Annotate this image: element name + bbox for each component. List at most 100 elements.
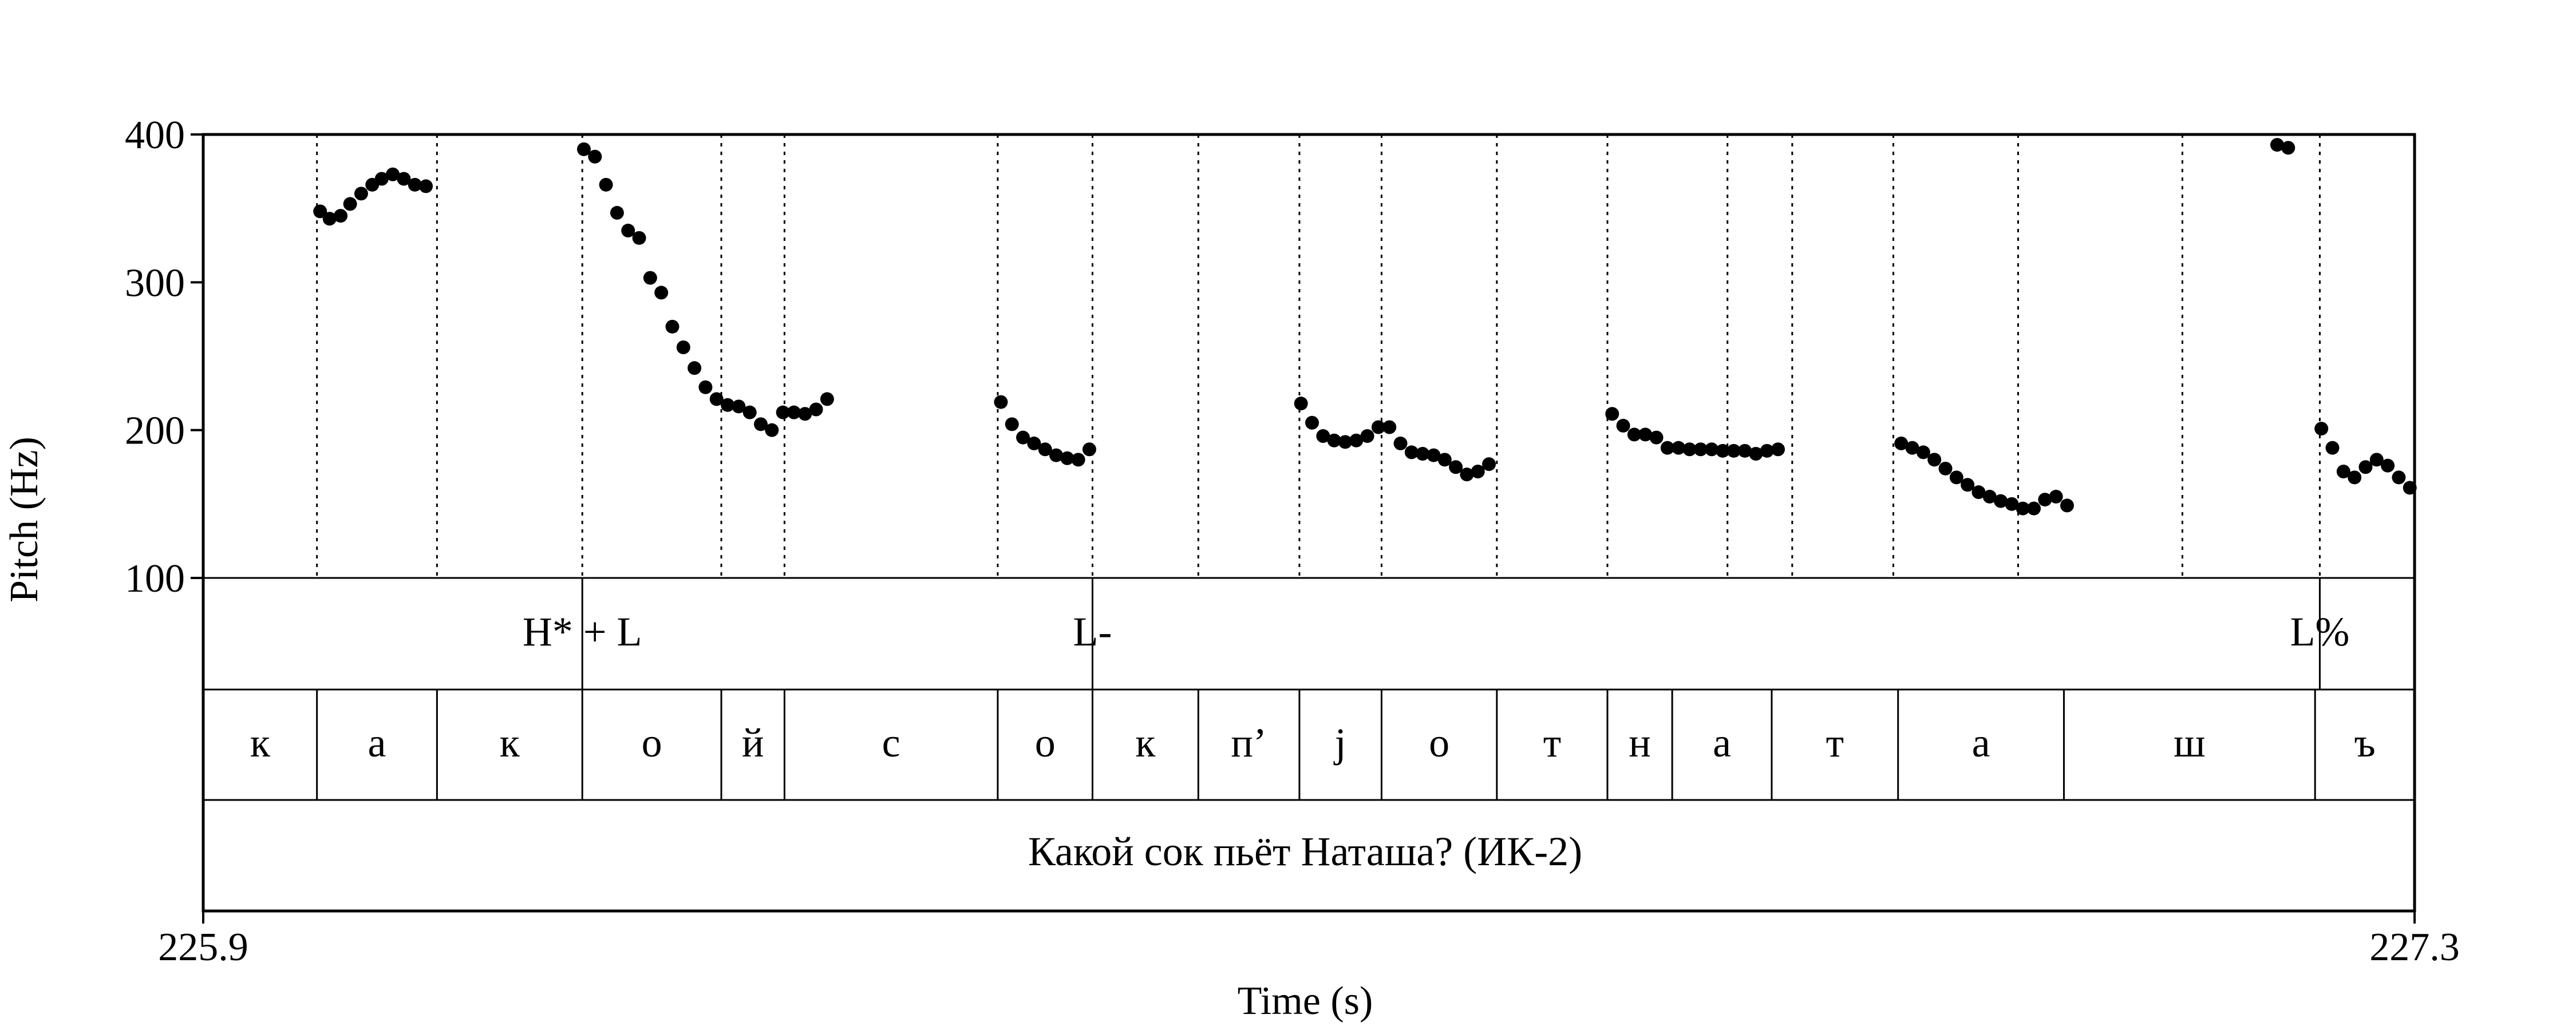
tone-label: H* + L <box>523 609 642 655</box>
pitch-point <box>1049 448 1064 462</box>
pitch-point <box>1471 465 1485 478</box>
pitch-point <box>1660 441 1674 455</box>
pitch-point <box>1305 415 1319 430</box>
pitch-point <box>576 142 591 156</box>
y-tick-label: 200 <box>125 409 185 453</box>
pitch-point <box>354 187 368 201</box>
pitch-point <box>2027 501 2041 516</box>
tone-label: L% <box>2290 609 2349 655</box>
pitch-point <box>698 380 713 394</box>
pitch-point <box>1005 417 1019 431</box>
pitch-point <box>1404 445 1419 459</box>
segment-label: к <box>250 720 271 766</box>
pitch-point <box>798 407 812 421</box>
pitch-point <box>1738 443 1752 458</box>
segment-label: т <box>1543 720 1561 766</box>
x-tick-label-end: 227.3 <box>2369 925 2460 969</box>
pitch-point <box>1682 442 1697 457</box>
segment-label: о <box>1429 720 1449 766</box>
segment-label: с <box>882 720 900 766</box>
pitch-point <box>2336 465 2350 478</box>
pitch-point <box>1082 442 1096 457</box>
pitch-point <box>1427 448 1441 462</box>
pitch-point <box>1693 442 1708 457</box>
pitch-point <box>2348 470 2362 485</box>
pitch-point <box>2358 460 2373 474</box>
pitch-point <box>1437 453 1452 467</box>
pitch-point <box>654 286 669 300</box>
sentence-label: Какой сок пьёт Наташа? (ИК-2) <box>1028 829 1582 874</box>
pitch-point <box>1382 420 1397 434</box>
pitch-point <box>2369 453 2384 467</box>
pitch-point <box>1961 478 1975 492</box>
pitch-point <box>1371 420 1385 434</box>
pitch-point <box>809 402 823 417</box>
x-tick-label-start: 225.9 <box>158 925 248 969</box>
pitch-point <box>688 361 702 375</box>
pitch-point <box>1060 451 1074 465</box>
pitch-point <box>599 177 613 192</box>
y-tick-label: 100 <box>125 557 185 601</box>
pitch-point <box>2016 501 2030 516</box>
pitch-point <box>1416 447 1430 461</box>
pitch-point <box>1771 442 1785 457</box>
pitch-point <box>820 392 834 406</box>
pitch-point <box>676 340 690 354</box>
pitch-point <box>1482 457 1496 472</box>
pitch-point <box>1038 442 1052 457</box>
segment-label: о <box>642 720 662 766</box>
pitch-point <box>1360 429 1374 443</box>
pitch-point <box>397 172 411 186</box>
pitch-point <box>621 223 635 237</box>
segment-label: о <box>1035 720 1056 766</box>
segment-label: т <box>1826 720 1844 766</box>
segment-label: а <box>1713 720 1731 766</box>
pitch-point <box>1749 447 1763 461</box>
segment-label: к <box>500 720 520 766</box>
pitch-point <box>2060 498 2074 513</box>
pitch-point <box>1294 397 1308 411</box>
pitch-point <box>1449 460 1463 474</box>
pitch-point <box>787 405 801 419</box>
tone-tier: H* + L L- L% <box>523 578 2349 690</box>
pitch-point <box>1316 429 1330 443</box>
pitch-point <box>665 319 679 334</box>
pitch-point <box>1894 436 1909 450</box>
pitch-point <box>2325 441 2340 455</box>
pitch-point <box>2049 489 2063 504</box>
pitch-point <box>2038 493 2052 507</box>
pitch-point <box>1726 443 1741 458</box>
pitch-point <box>419 179 433 193</box>
outer-frame <box>202 133 2416 913</box>
axes: Pitch (Hz) Time (s) 225.9 227.3 100 200 30… <box>2 113 2460 1023</box>
pitch-point <box>322 212 337 226</box>
pitch-point <box>2005 497 2019 511</box>
pitch-point <box>1460 468 1474 482</box>
pitch-point <box>1638 427 1653 442</box>
pitch-point <box>1016 430 1030 445</box>
pitch-point <box>1916 445 1930 459</box>
pitch-point <box>1616 418 1630 433</box>
pitch-point <box>1027 436 1041 450</box>
pitch-point <box>588 149 602 164</box>
pitch-point <box>374 172 389 186</box>
pitch-point <box>721 398 735 412</box>
pitch-point <box>994 395 1008 409</box>
pitch-point <box>1672 441 1686 455</box>
pitch-point <box>313 204 327 219</box>
pitch-point <box>742 405 757 419</box>
pitch-point <box>1927 453 1942 467</box>
pitch-point <box>2314 422 2329 436</box>
pitch-point <box>1971 485 1986 500</box>
segment-label: j <box>1333 720 1346 766</box>
segment-label: а <box>1972 720 1990 766</box>
pitch-points <box>313 138 2417 516</box>
x-axis-label: Time (s) <box>1238 979 1373 1023</box>
segment-label: й <box>742 720 764 766</box>
pitch-point <box>776 405 790 419</box>
pitch-point <box>632 231 646 245</box>
pitch-point <box>1327 433 1341 447</box>
pitch-point <box>408 177 422 192</box>
pitch-point <box>1338 435 1352 449</box>
